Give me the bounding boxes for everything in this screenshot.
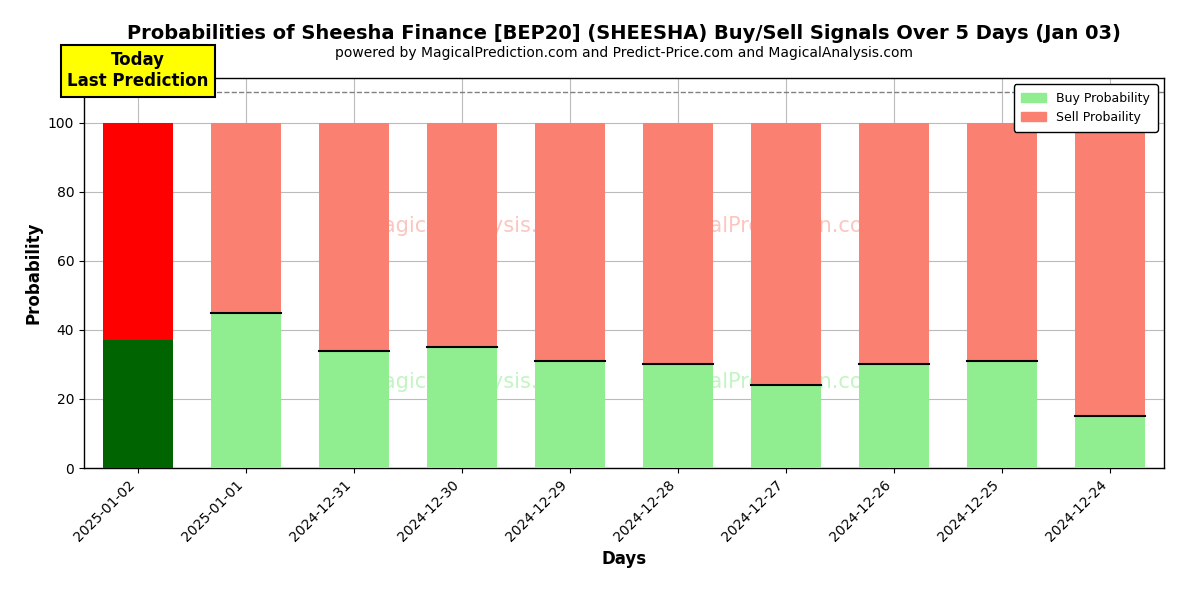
Text: powered by MagicalPrediction.com and Predict-Price.com and MagicalAnalysis.com: powered by MagicalPrediction.com and Pre…: [335, 46, 913, 60]
Bar: [1075, 416, 1145, 468]
Legend: Buy Probability, Sell Probaility: Buy Probability, Sell Probaility: [1014, 84, 1158, 131]
X-axis label: Days: Days: [601, 550, 647, 568]
Y-axis label: Probability: Probability: [24, 222, 42, 324]
Bar: [103, 123, 173, 340]
Bar: [535, 361, 605, 468]
Bar: [535, 123, 605, 361]
Bar: [643, 123, 713, 364]
Bar: [1075, 123, 1145, 416]
Title: Probabilities of Sheesha Finance [BEP20] (SHEESHA) Buy/Sell Signals Over 5 Days : Probabilities of Sheesha Finance [BEP20]…: [127, 24, 1121, 43]
Bar: [427, 123, 497, 347]
Bar: [751, 123, 821, 385]
Bar: [211, 313, 281, 468]
Bar: [967, 361, 1037, 468]
Text: MagicalAnalysis.com          MagicalPrediction.com: MagicalAnalysis.com MagicalPrediction.co…: [365, 372, 883, 392]
Text: Today
Last Prediction: Today Last Prediction: [67, 51, 209, 90]
Bar: [211, 123, 281, 313]
Bar: [319, 123, 389, 350]
Bar: [859, 123, 929, 364]
Bar: [967, 123, 1037, 361]
Bar: [751, 385, 821, 468]
Bar: [427, 347, 497, 468]
Bar: [859, 364, 929, 468]
Bar: [643, 364, 713, 468]
Text: MagicalAnalysis.com          MagicalPrediction.com: MagicalAnalysis.com MagicalPrediction.co…: [365, 216, 883, 236]
Bar: [103, 340, 173, 468]
Bar: [319, 350, 389, 468]
